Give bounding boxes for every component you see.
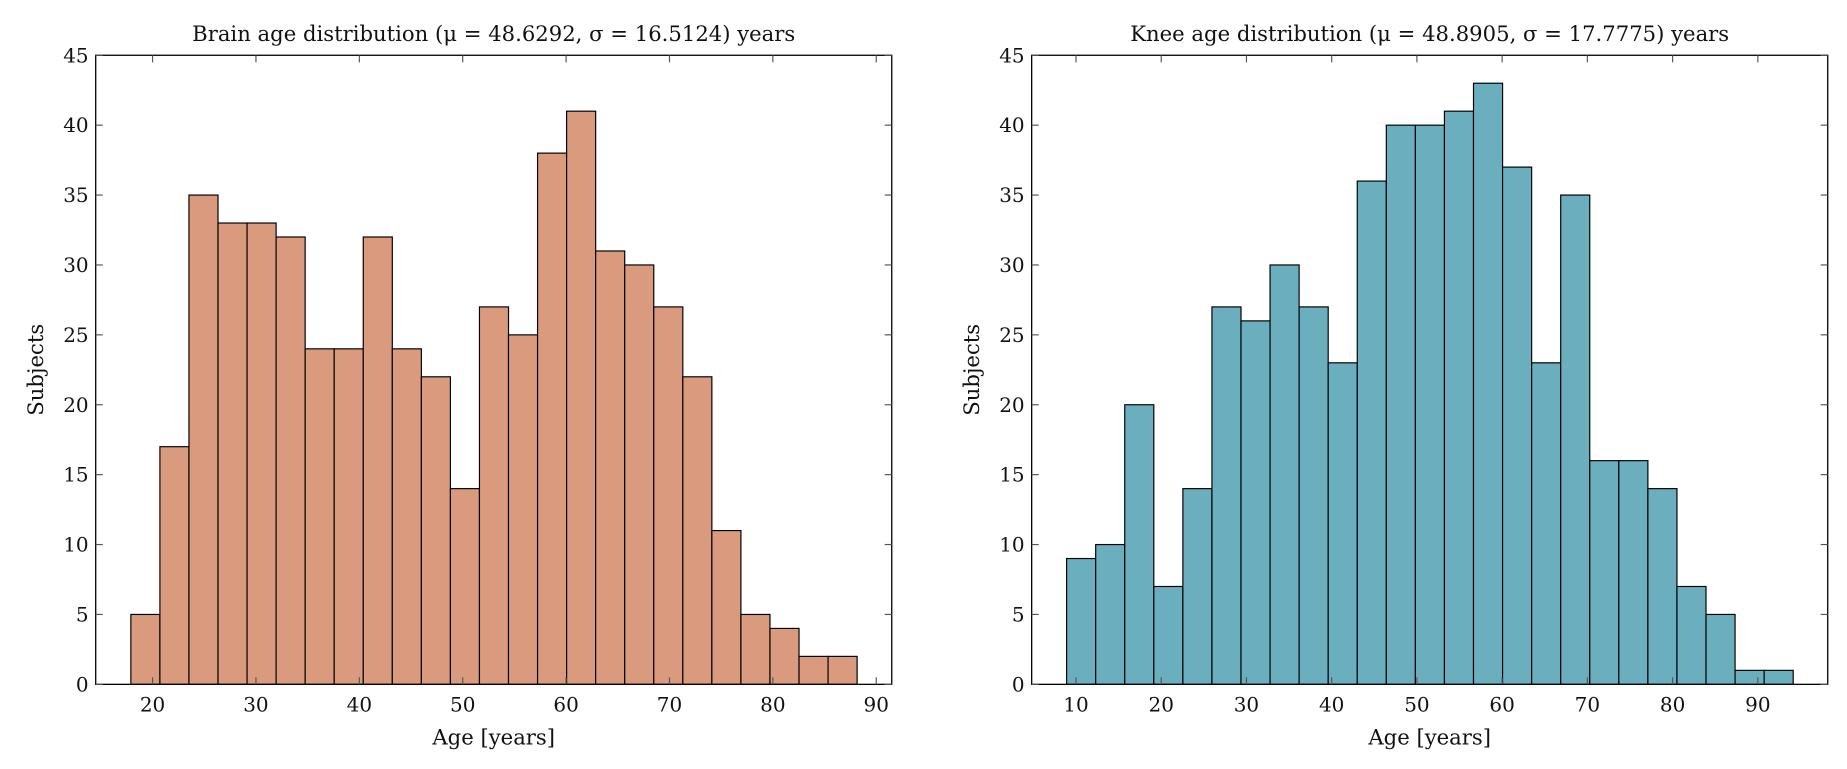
- bar: [304, 348, 335, 685]
- bar: [1240, 320, 1271, 685]
- bar: [566, 110, 597, 685]
- bar: [478, 306, 510, 685]
- y-tick-label: 15: [999, 463, 1024, 487]
- x-tick-label: 70: [1575, 692, 1600, 716]
- bar: [1676, 585, 1707, 685]
- bar: [624, 264, 655, 685]
- bar: [246, 222, 277, 685]
- bar: [1705, 613, 1736, 685]
- x-tick-label: 40: [1319, 692, 1344, 716]
- bar: [1414, 124, 1446, 685]
- x-tick-label: 40: [347, 692, 372, 716]
- y-tick-label: 5: [76, 602, 89, 626]
- x-tick-label: 50: [1404, 692, 1429, 716]
- y-tick-label: 15: [63, 463, 88, 487]
- bar: [1182, 488, 1213, 685]
- y-tick-label: 20: [63, 393, 88, 417]
- bar: [217, 222, 248, 685]
- x-tick-label: 80: [760, 692, 785, 716]
- bar: [130, 613, 161, 685]
- bar: [333, 348, 364, 685]
- x-tick-label: 10: [1063, 692, 1088, 716]
- bar: [1269, 264, 1300, 685]
- bar: [362, 236, 393, 685]
- bar: [1443, 110, 1475, 685]
- bar: [1647, 488, 1678, 685]
- y-tick-label: 25: [63, 323, 88, 347]
- y-tick-label: 20: [999, 393, 1024, 417]
- bar: [827, 655, 858, 685]
- bar: [1589, 460, 1620, 685]
- bar: [159, 446, 190, 685]
- bar: [740, 613, 771, 685]
- bar: [507, 334, 539, 685]
- bar: [391, 348, 422, 685]
- y-axis-label: Subjects: [959, 324, 984, 416]
- bar: [1066, 557, 1097, 685]
- x-tick-label: 20: [1149, 692, 1174, 716]
- bar: [188, 194, 219, 685]
- bar: [1560, 194, 1591, 685]
- x-axis-label: Age [years]: [431, 724, 555, 749]
- y-tick-label: 10: [999, 533, 1024, 557]
- bar: [449, 488, 481, 685]
- x-tick-label: 90: [864, 692, 889, 716]
- bar: [1531, 362, 1562, 685]
- bar: [653, 306, 684, 685]
- x-tick-label: 70: [657, 692, 682, 716]
- bar: [275, 236, 306, 685]
- axes-frame: [1031, 54, 1829, 685]
- y-tick-label: 40: [63, 113, 88, 137]
- bar: [536, 152, 568, 685]
- x-tick-label: 80: [1660, 692, 1685, 716]
- bar: [1734, 669, 1765, 685]
- x-tick-label: 30: [1234, 692, 1259, 716]
- y-tick-label: 0: [76, 672, 89, 696]
- y-tick-label: 30: [63, 253, 88, 277]
- knee-chart: 10 20 30 40 50 60 70 80 90 0 5 10 15 20 25 30 35 40 45 Knee…: [959, 21, 1829, 749]
- bar: [1472, 82, 1504, 685]
- bar: [1211, 306, 1242, 685]
- x-axis-label: Age [years]: [1367, 724, 1491, 749]
- bar: [1327, 362, 1358, 685]
- y-tick-label: 45: [999, 43, 1024, 67]
- bar: [1618, 460, 1649, 685]
- bar: [1095, 543, 1126, 685]
- bar: [1763, 669, 1794, 685]
- bar: [711, 529, 742, 685]
- bar: [798, 655, 829, 685]
- y-tick-label: 35: [999, 183, 1024, 207]
- chart-title: Brain age distribution (μ = 48.6292, σ =…: [192, 21, 795, 46]
- y-tick-label: 5: [1012, 602, 1025, 626]
- y-tick-label: 25: [999, 323, 1024, 347]
- bar: [769, 627, 800, 685]
- y-tick-label: 45: [63, 43, 88, 67]
- axes-frame: [95, 54, 893, 685]
- y-tick-label: 30: [999, 253, 1024, 277]
- y-tick-label: 10: [63, 533, 88, 557]
- chart-title: Knee age distribution (μ = 48.8905, σ = …: [1130, 21, 1729, 46]
- bar: [1298, 306, 1329, 685]
- bar: [1124, 404, 1155, 685]
- bar: [420, 376, 452, 685]
- bar: [1385, 124, 1416, 685]
- x-tick-label: 50: [450, 692, 475, 716]
- y-tick-label: 35: [63, 183, 88, 207]
- x-tick-label: 90: [1745, 692, 1770, 716]
- bar: [1356, 180, 1387, 685]
- x-tick-label: 20: [140, 692, 165, 716]
- bar: [595, 250, 626, 685]
- x-tick-label: 60: [553, 692, 578, 716]
- bar: [1153, 585, 1184, 685]
- x-tick-label: 30: [243, 692, 268, 716]
- x-tick-label: 60: [1489, 692, 1514, 716]
- bar: [1501, 166, 1533, 685]
- y-axis-label: Subjects: [23, 324, 48, 416]
- brain-chart: 20 30 40 50 60 70 80 90 0 5 10 15 20 25 30 35 40 45 Brain …: [23, 21, 893, 749]
- y-tick-label: 40: [999, 113, 1024, 137]
- bar: [682, 376, 713, 685]
- y-tick-label: 0: [1012, 672, 1025, 696]
